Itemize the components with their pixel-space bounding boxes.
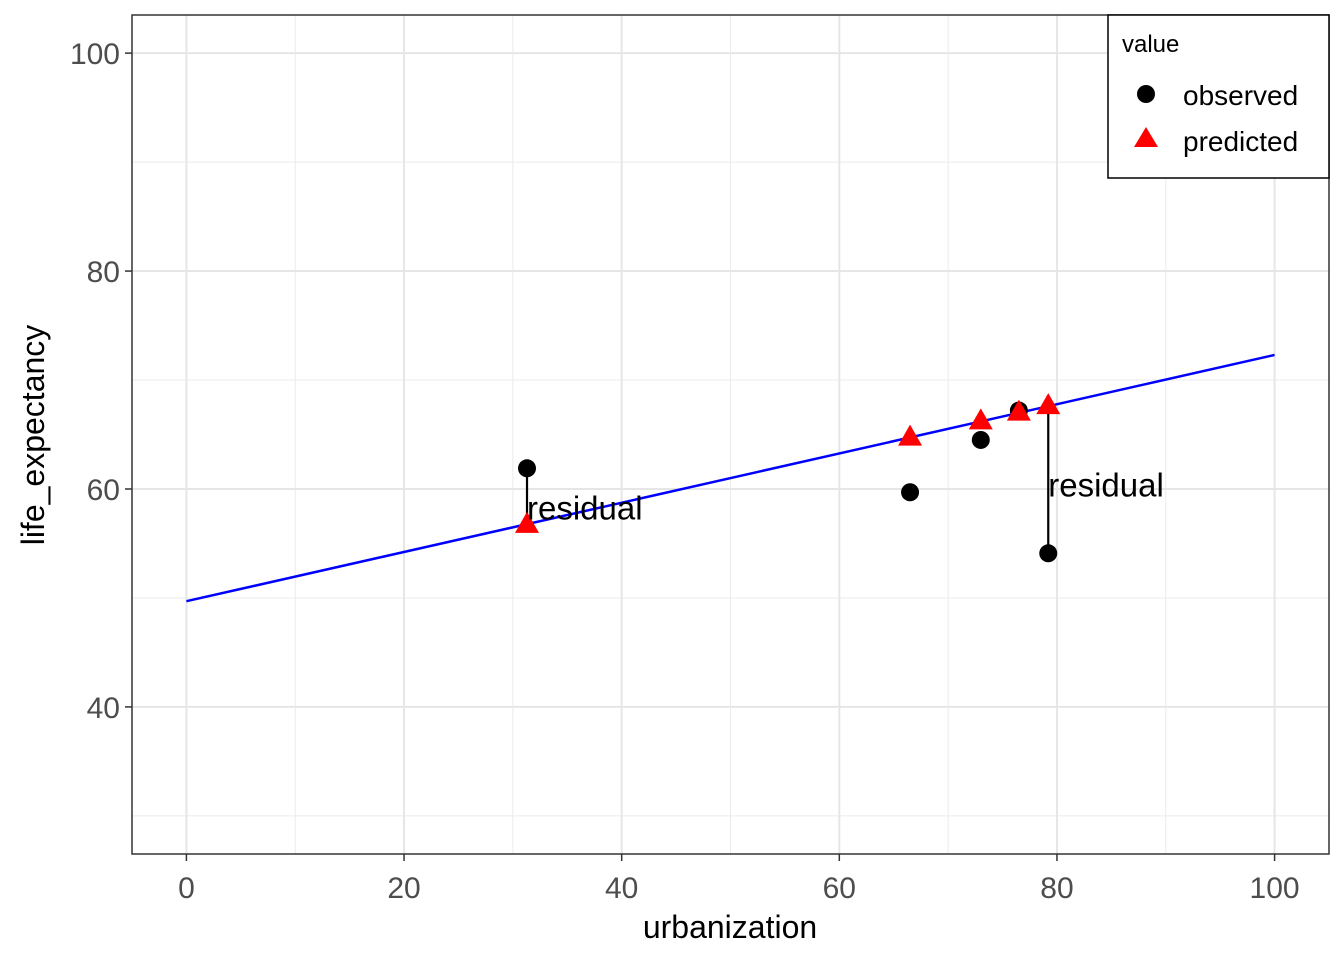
legend-predicted-label: predicted bbox=[1183, 126, 1298, 157]
y-axis-title: life_expectancy bbox=[15, 325, 51, 546]
x-tick-label: 100 bbox=[1250, 872, 1300, 905]
y-axis: 40 60 80 100 bbox=[70, 38, 132, 725]
predicted-point bbox=[515, 511, 540, 533]
x-tick-label: 20 bbox=[387, 872, 420, 905]
predicted-point bbox=[898, 424, 923, 446]
observed-point bbox=[971, 430, 990, 449]
y-tick-label: 80 bbox=[87, 256, 120, 289]
x-tick-label: 40 bbox=[605, 872, 638, 905]
x-tick-label: 60 bbox=[823, 872, 856, 905]
observed-point bbox=[1039, 544, 1058, 563]
x-axis-title: urbanization bbox=[643, 909, 817, 945]
legend-observed-key bbox=[1137, 85, 1155, 103]
x-tick-label: 0 bbox=[178, 872, 195, 905]
predicted-point bbox=[1006, 399, 1031, 421]
legend: value observed predicted bbox=[1107, 14, 1330, 179]
residual-annotation: residual bbox=[1048, 467, 1164, 504]
grid bbox=[132, 15, 1329, 854]
legend-observed-label: observed bbox=[1183, 80, 1298, 111]
x-tick-label: 80 bbox=[1040, 872, 1073, 905]
plot-border bbox=[131, 14, 1330, 855]
predicted-point bbox=[968, 408, 993, 430]
residual-annotation: residual bbox=[527, 490, 643, 527]
observed-point bbox=[518, 459, 537, 478]
y-tick-label: 100 bbox=[70, 38, 120, 71]
y-tick-label: 60 bbox=[87, 474, 120, 507]
legend-predicted-key bbox=[1134, 127, 1158, 147]
x-axis: 0 20 40 60 80 100 bbox=[178, 854, 1300, 905]
regression-line bbox=[186, 353, 1275, 603]
y-tick-label: 40 bbox=[87, 692, 120, 725]
plot-content: residual residual bbox=[186, 353, 1275, 603]
predicted-point bbox=[1036, 393, 1061, 415]
observed-point bbox=[901, 483, 920, 502]
legend-title: value bbox=[1122, 31, 1179, 58]
